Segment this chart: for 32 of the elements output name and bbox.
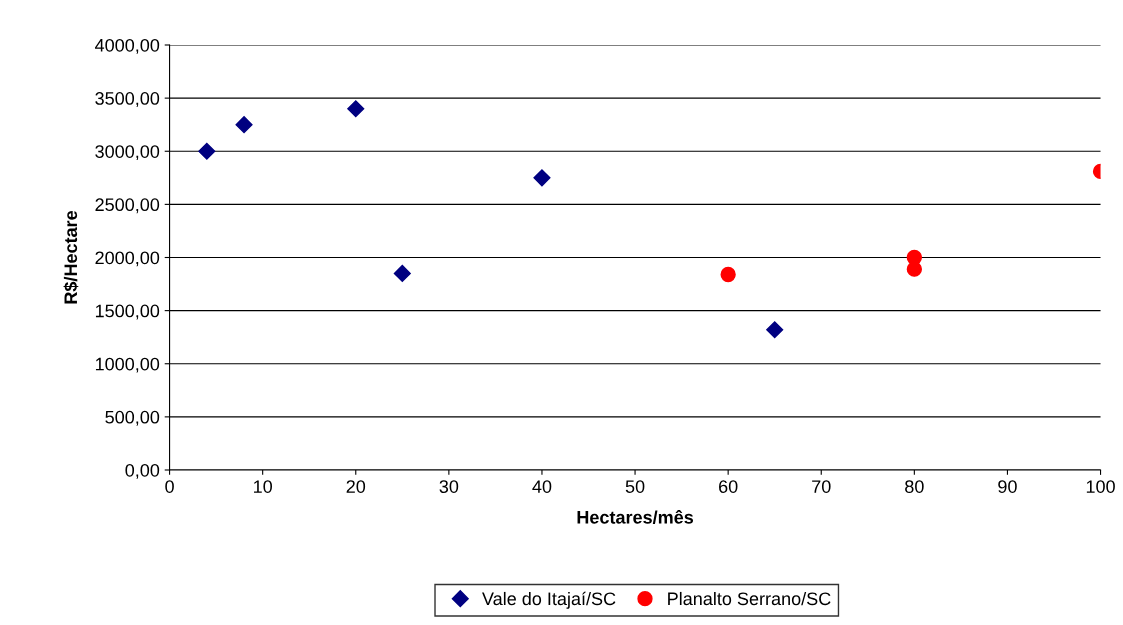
y-tick-label: 2500,00 (95, 198, 160, 214)
y-tick-label: 1000,00 (95, 357, 160, 373)
x-tick-label: 60 (719, 480, 738, 493)
point (347, 100, 365, 118)
y-tick-label: 1500,00 (95, 304, 160, 320)
x-tick-label: 90 (998, 480, 1017, 493)
point (720, 266, 736, 283)
y-tick-label: 3500,00 (95, 92, 160, 107)
legend-label: Vale do Itajaí/SC (482, 591, 616, 609)
point (906, 261, 922, 277)
point (393, 264, 411, 282)
y-tick-label: 3000,00 (95, 145, 160, 161)
y-tick-label: 4000,00 (95, 38, 160, 54)
x-axis-title: Hectares/mês (577, 510, 694, 524)
x-tick-label: 20 (346, 480, 366, 493)
x-tick-label: 80 (905, 480, 924, 493)
y-axis-title: R$/Hectare (63, 210, 79, 304)
x-tick-label: 100 (1086, 480, 1115, 493)
y-tick-label: 2000,00 (95, 251, 160, 267)
x-tick-label: 30 (439, 480, 459, 493)
x-tick-label: 40 (532, 480, 552, 493)
legend-label: Planalto Serrano/SC (668, 591, 831, 606)
y-tick-label: 500,00 (105, 410, 160, 426)
point (533, 169, 551, 187)
point (766, 321, 784, 339)
x-tick-label: 10 (254, 480, 273, 493)
x-tick-label: 70 (812, 480, 831, 493)
y-tick-label: 0,00 (125, 463, 160, 479)
x-tick-label: 0 (165, 480, 174, 493)
x-tick-label: 50 (625, 480, 645, 493)
point (235, 116, 253, 134)
point (198, 142, 216, 160)
